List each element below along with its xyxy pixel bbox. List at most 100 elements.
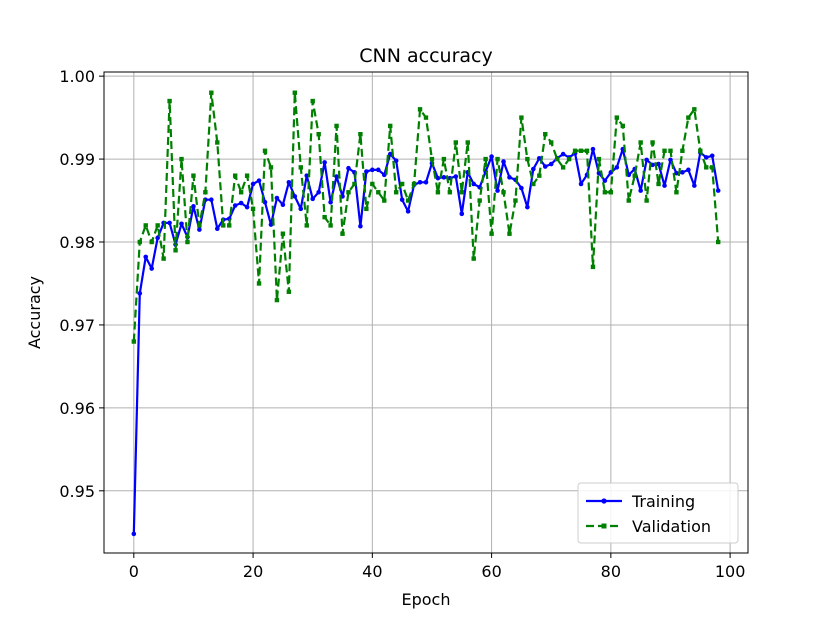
- training-point: [614, 165, 620, 170]
- training-point: [525, 204, 530, 210]
- validation-point: [370, 181, 375, 187]
- training-point: [692, 183, 697, 188]
- training-point: [674, 170, 679, 176]
- validation-point: [411, 181, 417, 187]
- x-tick-label: 0: [129, 562, 139, 581]
- validation-point: [501, 190, 506, 195]
- training-point: [387, 151, 393, 157]
- validation-point: [215, 140, 220, 145]
- training-point: [209, 197, 214, 203]
- training-point: [489, 154, 494, 159]
- validation-point: [710, 165, 715, 170]
- validation-point: [405, 198, 411, 203]
- validation-point: [274, 297, 280, 303]
- training-point: [560, 151, 566, 157]
- validation-point: [131, 339, 137, 344]
- validation-point: [554, 156, 560, 162]
- validation-point: [453, 140, 459, 145]
- validation-point: [447, 190, 453, 195]
- validation-point: [161, 256, 166, 261]
- training-point: [602, 178, 608, 183]
- training-point: [250, 181, 256, 187]
- training-point: [536, 155, 542, 161]
- validation-point: [227, 223, 232, 228]
- validation-point: [376, 190, 381, 195]
- training-point: [316, 189, 321, 195]
- training-point: [238, 200, 244, 206]
- validation-point: [543, 131, 548, 137]
- validation-point: [328, 223, 333, 228]
- validation-point: [399, 181, 405, 187]
- training-point: [703, 155, 709, 160]
- validation-point: [167, 98, 172, 104]
- training-point: [542, 164, 548, 169]
- training-point: [471, 181, 477, 187]
- validation-point: [650, 140, 655, 145]
- training-point: [501, 159, 506, 164]
- validation-point: [489, 231, 494, 236]
- x-tick-label: 60: [481, 562, 501, 581]
- validation-point: [692, 107, 697, 112]
- training-point: [131, 531, 137, 537]
- validation-point: [203, 190, 208, 195]
- training-point: [686, 167, 691, 173]
- validation-point: [155, 223, 160, 228]
- validation-point: [572, 148, 578, 153]
- validation-point: [250, 206, 256, 212]
- validation-point: [232, 173, 238, 178]
- training-point: [328, 199, 333, 205]
- validation-point: [602, 190, 608, 195]
- training-point: [548, 161, 554, 167]
- training-point: [417, 179, 423, 185]
- validation-point: [382, 198, 387, 203]
- validation-point: [244, 173, 250, 178]
- training-point: [393, 158, 399, 164]
- y-tick-label: 0.98: [59, 233, 95, 252]
- training-point: [531, 166, 536, 172]
- validation-point: [417, 107, 423, 112]
- validation-point: [280, 231, 286, 236]
- validation-point: [388, 123, 393, 129]
- validation-point: [429, 156, 435, 162]
- validation-point: [149, 239, 154, 245]
- validation-point: [590, 264, 596, 270]
- legend: Training Validation: [577, 482, 739, 544]
- validation-point: [143, 223, 148, 228]
- y-tick-label: 0.99: [59, 150, 95, 169]
- training-point: [304, 173, 310, 178]
- validation-point: [662, 148, 667, 153]
- training-point: [280, 202, 286, 207]
- validation-point: [483, 156, 488, 162]
- series-layer: [131, 90, 721, 537]
- validation-point: [715, 239, 721, 245]
- validation-point: [304, 223, 309, 228]
- validation-point: [137, 239, 142, 245]
- validation-point: [197, 223, 202, 228]
- training-point: [191, 204, 196, 209]
- y-tick-label: 0.96: [59, 399, 95, 418]
- training-point: [310, 196, 316, 202]
- validation-point: [698, 148, 703, 153]
- validation-point: [656, 181, 661, 187]
- training-point: [197, 227, 202, 232]
- validation-point: [578, 148, 584, 153]
- validation-point: [471, 256, 476, 261]
- y-axis-label: Accuracy: [25, 276, 44, 349]
- validation-point: [179, 156, 184, 162]
- training-point: [453, 174, 459, 179]
- training-point: [507, 175, 512, 180]
- validation-point: [477, 198, 482, 203]
- validation-point: [435, 190, 441, 195]
- validation-point: [519, 115, 524, 120]
- x-axis-label: Epoch: [402, 590, 451, 609]
- training-point: [214, 226, 220, 232]
- validation-point: [340, 231, 345, 236]
- y-tick-label: 0.97: [59, 316, 95, 335]
- training-point: [399, 197, 405, 203]
- training-point: [590, 146, 596, 152]
- training-point: [715, 188, 721, 193]
- training-point: [519, 185, 524, 191]
- validation-point: [608, 190, 614, 195]
- validation-point: [352, 181, 357, 187]
